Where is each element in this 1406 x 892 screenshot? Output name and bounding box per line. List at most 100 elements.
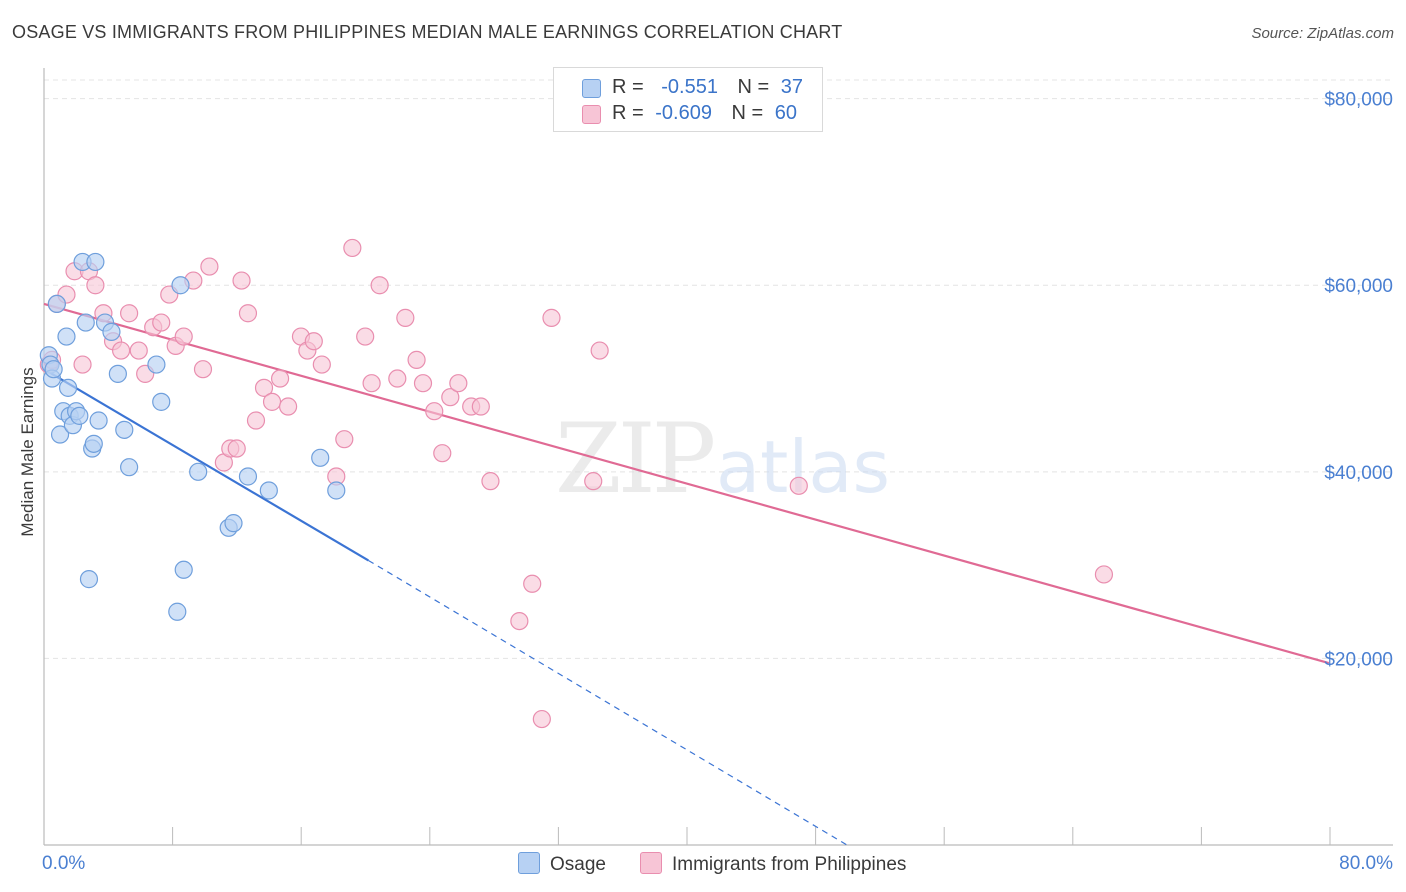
x-tick-label-max: 80.0%: [1339, 853, 1393, 874]
philippines-point: [120, 304, 139, 323]
osage-point: [238, 467, 258, 486]
philippines-point: [246, 411, 266, 430]
philippines-point: [86, 276, 105, 295]
philippines-point: [152, 313, 171, 332]
philippines-legend-swatch: [640, 852, 662, 874]
osage-point: [89, 411, 108, 430]
philippines-r-value: -0.609: [655, 102, 712, 124]
legend-box: R = -0.551 N = 37 R = -0.609 N = 60: [553, 67, 823, 132]
philippines-point: [73, 355, 92, 374]
philippines-point: [523, 574, 542, 593]
osage-point: [152, 392, 171, 411]
osage-n-value: 37: [780, 76, 804, 98]
chart-title: OSAGE VS IMMIGRANTS FROM PHILIPPINES MED…: [12, 22, 843, 42]
osage-point: [47, 294, 66, 314]
osage-point: [115, 420, 134, 439]
philippines-point: [388, 369, 407, 388]
y-tick-label: $80,000: [1324, 90, 1393, 111]
philippines-point: [335, 430, 354, 449]
philippines-point: [227, 439, 246, 458]
philippines-point: [449, 374, 468, 393]
philippines-point: [111, 341, 131, 360]
philippines-point: [425, 402, 444, 421]
osage-r-value: -0.551: [661, 76, 718, 98]
zipatlas-watermark: ZIP atlas: [555, 403, 890, 515]
svg-text:ZIP: ZIP: [555, 403, 714, 515]
axes: [43, 68, 1393, 846]
axis-labels: $20,000 $40,000 $60,000 $80,000 0.0% 80.0% Med…: [18, 90, 1393, 874]
osage-point: [311, 448, 330, 467]
osage-point: [120, 458, 139, 477]
philippines-point: [433, 444, 452, 463]
philippines-point: [481, 472, 500, 491]
philippines-point: [238, 304, 258, 323]
philippines-n-label: N =: [731, 102, 764, 124]
x-tick-label-min: 0.0%: [42, 853, 85, 874]
osage-trend-extension: [368, 559, 848, 846]
svg-text:atlas: atlas: [716, 425, 890, 509]
philippines-legend-label: Immigrants from Philippines: [672, 854, 907, 875]
y-axis-label: Median Male Earnings: [18, 367, 37, 536]
osage-trend-line: [43, 368, 369, 562]
philippines-trend: [43, 302, 1330, 665]
philippines-point: [510, 611, 529, 631]
philippines-point: [584, 472, 603, 491]
philippines-trend-line: [43, 302, 1330, 665]
y-tick-label: $20,000: [1324, 649, 1393, 670]
philippines-point: [270, 369, 290, 388]
bottom-legend-philippines: Immigrants from Philippines: [640, 852, 906, 876]
philippines-point: [407, 350, 426, 369]
philippines-point: [232, 271, 251, 290]
osage-point: [57, 327, 76, 346]
philippines-point: [396, 308, 415, 327]
philippines-point: [471, 397, 490, 416]
philippines-point: [789, 476, 808, 495]
osage-point: [327, 481, 346, 500]
philippines-point: [441, 388, 460, 407]
osage-point: [84, 434, 103, 453]
philippines-point: [304, 332, 323, 351]
philippines-point: [312, 355, 331, 374]
philippines-point: [362, 374, 381, 393]
grid-lines: [44, 79, 1393, 659]
osage-points: [39, 252, 346, 621]
philippines-n-value: 60: [774, 102, 798, 124]
philippines-point: [343, 238, 362, 258]
osage-point: [102, 322, 121, 341]
philippines-point: [174, 327, 193, 346]
y-tick-label: $60,000: [1324, 276, 1393, 297]
osage-legend-swatch: [518, 852, 540, 874]
philippines-point: [200, 257, 219, 276]
osage-point: [44, 360, 63, 379]
philippines-point: [279, 397, 298, 416]
osage-point: [58, 378, 78, 397]
philippines-point: [193, 360, 213, 379]
osage-point: [79, 570, 99, 589]
bottom-legend-osage: Osage: [518, 852, 606, 876]
source-credit: Source: ZipAtlas.com: [1251, 25, 1394, 42]
osage-point: [108, 364, 127, 383]
y-tick-label: $40,000: [1324, 463, 1393, 484]
osage-point: [174, 560, 193, 579]
philippines-r-label: R =: [612, 102, 644, 124]
osage-legend-label: Osage: [550, 854, 606, 875]
philippines-point: [370, 276, 389, 295]
osage-point: [50, 425, 70, 444]
philippines-point: [532, 709, 551, 729]
osage-point: [189, 462, 208, 481]
osage-point: [171, 276, 190, 295]
osage-swatch: [582, 79, 601, 98]
osage-point: [147, 355, 166, 374]
osage-r-label: R =: [612, 76, 644, 98]
osage-n-label: N =: [737, 76, 770, 98]
osage-point: [86, 252, 105, 272]
osage-point: [70, 406, 89, 425]
philippines-point: [1094, 565, 1114, 584]
philippines-point: [413, 374, 433, 393]
osage-point: [76, 313, 95, 332]
osage-point: [224, 514, 243, 533]
philippines-swatch: [582, 105, 601, 124]
osage-trend: [43, 368, 848, 846]
osage-point: [168, 602, 187, 621]
philippines-point: [356, 327, 375, 346]
